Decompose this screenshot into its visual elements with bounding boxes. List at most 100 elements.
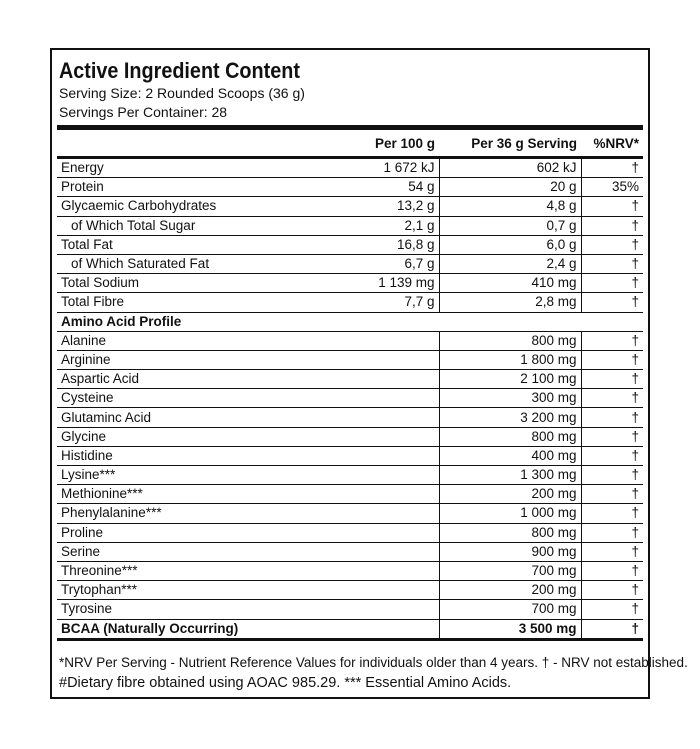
nrv-cell: † bbox=[580, 484, 643, 505]
nrv-cell: † bbox=[580, 599, 643, 620]
per-serving-cell: 3 500 mg bbox=[438, 619, 581, 641]
per-100g-cell bbox=[341, 407, 439, 428]
nrv-cell: † bbox=[580, 503, 643, 524]
per-100g-cell bbox=[341, 619, 439, 641]
per-serving-cell: 1 000 mg bbox=[438, 503, 581, 524]
label-cell: of Which Saturated Fat bbox=[57, 254, 341, 275]
header-row: Per 100 g Per 36 g Serving %NRV* bbox=[57, 132, 643, 159]
per-100g-cell: 7,7 g bbox=[341, 292, 439, 313]
label-cell: Protein bbox=[57, 177, 341, 198]
footnote: *NRV Per Serving - Nutrient Reference Va… bbox=[59, 655, 688, 670]
nrv-cell: † bbox=[580, 254, 643, 275]
table-row: Trytophan*** 200 mg † bbox=[57, 580, 643, 601]
label-cell: Energy bbox=[57, 157, 341, 179]
label-cell: Alanine bbox=[57, 331, 341, 351]
nrv-cell: † bbox=[580, 235, 643, 255]
section-title: Amino Acid Profile bbox=[57, 312, 643, 332]
table-row: Tyrosine 700 mg † bbox=[57, 599, 643, 620]
label-cell: Methionine*** bbox=[57, 484, 341, 505]
label-cell: Histidine bbox=[57, 446, 341, 467]
nrv-cell: † bbox=[580, 157, 643, 179]
per-100g-cell: 16,8 g bbox=[341, 235, 439, 255]
table-row: of Which Total Sugar 2,1 g 0,7 g † bbox=[57, 216, 643, 236]
table-row: Methionine*** 200 mg † bbox=[57, 484, 643, 505]
table-row: BCAA (Naturally Occurring) 3 500 mg † bbox=[57, 619, 643, 641]
per-100g-cell bbox=[341, 484, 439, 505]
per-serving-cell: 200 mg bbox=[438, 580, 581, 601]
nutrition-table: Per 100 g Per 36 g Serving %NRV* Energy 1… bbox=[57, 132, 643, 641]
per-serving-cell: 400 mg bbox=[438, 446, 581, 467]
per-100g-cell bbox=[341, 350, 439, 371]
per-serving-cell: 2 100 mg bbox=[438, 369, 581, 390]
divider bbox=[57, 125, 643, 130]
nrv-cell: † bbox=[580, 580, 643, 601]
per-serving-cell: 200 mg bbox=[438, 484, 581, 505]
title: Active Ingredient Content bbox=[59, 58, 300, 83]
nrv-cell: † bbox=[580, 619, 643, 641]
per-100g-cell bbox=[341, 369, 439, 390]
label-cell: Glycine bbox=[57, 427, 341, 447]
serving-size: Serving Size: 2 Rounded Scoops (36 g) bbox=[59, 85, 305, 101]
table-row: Proline 800 mg † bbox=[57, 523, 643, 543]
table-row: Cysteine 300 mg † bbox=[57, 388, 643, 409]
table-row: Lysine*** 1 300 mg † bbox=[57, 465, 643, 486]
nrv-cell: † bbox=[580, 465, 643, 486]
table-row: Energy 1 672 kJ 602 kJ † bbox=[57, 157, 643, 179]
per-100g-cell: 54 g bbox=[341, 177, 439, 198]
label-cell: Threonine*** bbox=[57, 561, 341, 582]
label-panel: Active Ingredient Content Serving Size: … bbox=[50, 48, 688, 699]
per-serving-cell: 700 mg bbox=[438, 561, 581, 582]
label-cell: Arginine bbox=[57, 350, 341, 371]
footnote: #Dietary fibre obtained using AOAC 985.2… bbox=[59, 675, 512, 691]
label-cell: Glutaminc Acid bbox=[57, 407, 341, 428]
label-cell: Trytophan*** bbox=[57, 580, 341, 601]
nrv-cell: † bbox=[580, 350, 643, 371]
label-cell: Serine bbox=[57, 542, 341, 562]
table-row: Aspartic Acid 2 100 mg † bbox=[57, 369, 643, 390]
column-header: Per 100 g bbox=[341, 132, 439, 159]
servings-per-container: Servings Per Container: 28 bbox=[59, 104, 228, 120]
table-row: Glycine 800 mg † bbox=[57, 427, 643, 447]
per-serving-cell: 300 mg bbox=[438, 388, 581, 409]
per-100g-cell: 13,2 g bbox=[341, 196, 439, 217]
nrv-cell: † bbox=[580, 369, 643, 390]
per-serving-cell: 800 mg bbox=[438, 427, 581, 447]
section-row: Amino Acid Profile bbox=[57, 312, 643, 332]
table-row: Serine 900 mg † bbox=[57, 542, 643, 562]
table-row: Glycaemic Carbohydrates 13,2 g 4,8 g † bbox=[57, 196, 643, 217]
per-100g-cell: 2,1 g bbox=[341, 216, 439, 236]
label-cell: Glycaemic Carbohydrates bbox=[57, 196, 341, 217]
per-100g-cell bbox=[341, 561, 439, 582]
nrv-cell: † bbox=[580, 331, 643, 351]
per-serving-cell: 1 800 mg bbox=[438, 350, 581, 371]
per-serving-cell: 2,8 mg bbox=[438, 292, 581, 313]
table-row: Arginine 1 800 mg † bbox=[57, 350, 643, 371]
nrv-cell: † bbox=[580, 523, 643, 543]
per-100g-cell bbox=[341, 465, 439, 486]
per-serving-cell: 4,8 g bbox=[438, 196, 581, 217]
per-serving-cell: 1 300 mg bbox=[438, 465, 581, 486]
table-row: Total Sodium 1 139 mg 410 mg † bbox=[57, 273, 643, 294]
label-cell: Tyrosine bbox=[57, 599, 341, 620]
label-cell: Total Fibre bbox=[57, 292, 341, 313]
nrv-cell: † bbox=[580, 273, 643, 294]
nrv-cell: † bbox=[580, 196, 643, 217]
per-100g-cell bbox=[341, 503, 439, 524]
label-cell: Phenylalanine*** bbox=[57, 503, 341, 524]
per-serving-cell: 410 mg bbox=[438, 273, 581, 294]
table-row: Threonine*** 700 mg † bbox=[57, 561, 643, 582]
table-row: Histidine 400 mg † bbox=[57, 446, 643, 467]
nrv-cell: † bbox=[580, 446, 643, 467]
per-100g-cell: 6,7 g bbox=[341, 254, 439, 275]
nrv-cell: † bbox=[580, 427, 643, 447]
nrv-cell: † bbox=[580, 388, 643, 409]
per-serving-cell: 900 mg bbox=[438, 542, 581, 562]
per-serving-cell: 700 mg bbox=[438, 599, 581, 620]
label-cell: Aspartic Acid bbox=[57, 369, 341, 390]
nrv-cell: † bbox=[580, 216, 643, 236]
table-row: Phenylalanine*** 1 000 mg † bbox=[57, 503, 643, 524]
per-serving-cell: 602 kJ bbox=[438, 157, 581, 179]
per-100g-cell bbox=[341, 523, 439, 543]
label-cell: Total Sodium bbox=[57, 273, 341, 294]
